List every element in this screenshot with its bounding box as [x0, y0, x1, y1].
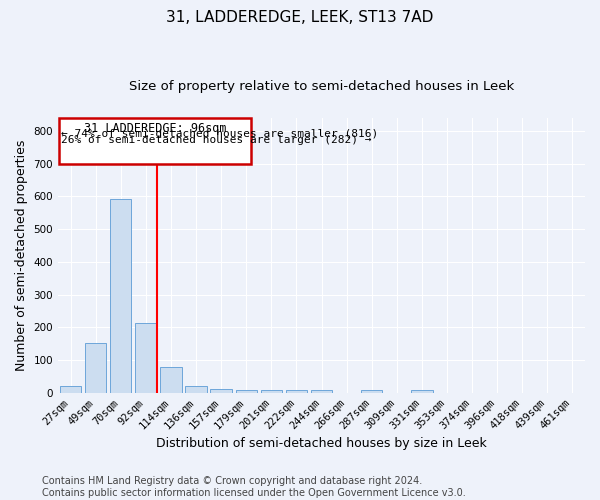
FancyBboxPatch shape	[59, 118, 251, 164]
Bar	[60, 386, 81, 393]
Text: Contains HM Land Registry data © Crown copyright and database right 2024.
Contai: Contains HM Land Registry data © Crown c…	[42, 476, 466, 498]
Bar	[361, 390, 382, 393]
Text: 31, LADDEREDGE, LEEK, ST13 7AD: 31, LADDEREDGE, LEEK, ST13 7AD	[166, 10, 434, 25]
Text: 26% of semi-detached houses are larger (282) →: 26% of semi-detached houses are larger (…	[61, 136, 371, 145]
X-axis label: Distribution of semi-detached houses by size in Leek: Distribution of semi-detached houses by …	[156, 437, 487, 450]
Text: ← 74% of semi-detached houses are smaller (816): ← 74% of semi-detached houses are smalle…	[61, 129, 379, 139]
Bar	[135, 322, 157, 393]
Text: 31 LADDEREDGE: 96sqm: 31 LADDEREDGE: 96sqm	[83, 122, 226, 135]
Bar	[211, 389, 232, 393]
Bar	[411, 390, 433, 393]
Bar	[185, 386, 207, 393]
Bar	[260, 390, 282, 393]
Bar	[236, 390, 257, 393]
Bar	[160, 367, 182, 393]
Bar	[110, 199, 131, 393]
Bar	[311, 390, 332, 393]
Y-axis label: Number of semi-detached properties: Number of semi-detached properties	[15, 140, 28, 371]
Title: Size of property relative to semi-detached houses in Leek: Size of property relative to semi-detach…	[129, 80, 514, 93]
Bar	[85, 343, 106, 393]
Bar	[286, 390, 307, 393]
